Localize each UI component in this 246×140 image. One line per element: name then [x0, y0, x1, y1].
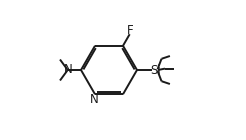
- Text: N: N: [90, 93, 99, 106]
- Text: N: N: [64, 63, 73, 76]
- Text: F: F: [126, 24, 133, 37]
- Text: Si: Si: [151, 64, 161, 76]
